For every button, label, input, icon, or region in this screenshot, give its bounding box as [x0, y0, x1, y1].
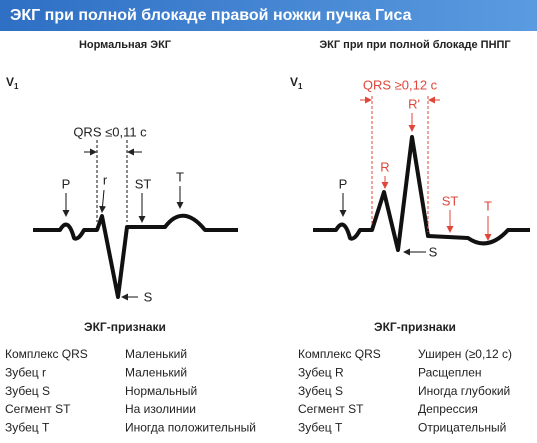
wave-label: T: [176, 169, 184, 184]
sign-value: Маленький: [125, 365, 187, 379]
sign-name: Зубец S: [298, 384, 343, 398]
sign-name: Зубец S: [5, 384, 50, 398]
lead-label: V1: [6, 75, 19, 91]
sign-name: Зубец r: [5, 365, 46, 379]
qrs-label: QRS ≤0,11 с: [73, 124, 147, 139]
sign-value: Маленький: [125, 347, 187, 361]
table-title: ЭКГ-признаки: [84, 320, 166, 334]
lead-sub: 1: [298, 82, 303, 91]
tables: Комплекс QRS Маленький Зубец r Маленький Зуб…: [5, 347, 512, 434]
sign-name: Сегмент ST: [298, 402, 364, 416]
wave-label: P: [339, 176, 348, 191]
header-title: ЭКГ при полной блокаде правой ножки пучк…: [10, 7, 412, 24]
wave-label: r: [103, 172, 108, 187]
sign-value: Нормальный: [125, 384, 197, 398]
panel-title: ЭКГ при при полной блокаде ПНПГ: [319, 39, 511, 51]
wave-label: T: [484, 198, 492, 213]
ecg-rbbb: [313, 96, 530, 256]
sign-value: Уширен (≥0,12 с): [418, 347, 512, 361]
sign-name: Комплекс QRS: [5, 347, 88, 361]
ecg-normal: [33, 140, 238, 301]
panel-title: Нормальная ЭКГ: [79, 39, 172, 51]
sign-name: Зубец R: [298, 365, 344, 379]
sign-value: Депрессия: [418, 402, 478, 416]
wave-label: S: [429, 244, 438, 259]
wave-label: P: [62, 176, 71, 191]
header-bar: [0, 0, 537, 31]
sign-value: На изолинии: [125, 402, 196, 416]
qrs-label: QRS ≥0,12 с: [363, 77, 438, 92]
wave-label: ST: [442, 193, 459, 208]
lead: V: [6, 75, 14, 89]
sign-name: Зубец T: [298, 420, 343, 434]
sign-value: Иногда глубокий: [418, 384, 510, 398]
lead-label: V1: [290, 75, 303, 91]
lead: V: [290, 75, 298, 89]
sign-name: Зубец T: [5, 420, 50, 434]
sign-value: Отрицательный: [418, 420, 506, 434]
sign-value: Иногда положительный: [125, 420, 256, 434]
wave-label: R': [408, 96, 420, 111]
wave-label: ST: [135, 176, 152, 191]
sign-name: Комплекс QRS: [298, 347, 381, 361]
table-title: ЭКГ-признаки: [374, 320, 456, 334]
wave-label: S: [144, 289, 153, 304]
sign-name: Сегмент ST: [5, 402, 71, 416]
wave-label: R: [380, 159, 389, 174]
lead-sub: 1: [14, 82, 19, 91]
sign-value: Расщеплен: [418, 365, 482, 379]
